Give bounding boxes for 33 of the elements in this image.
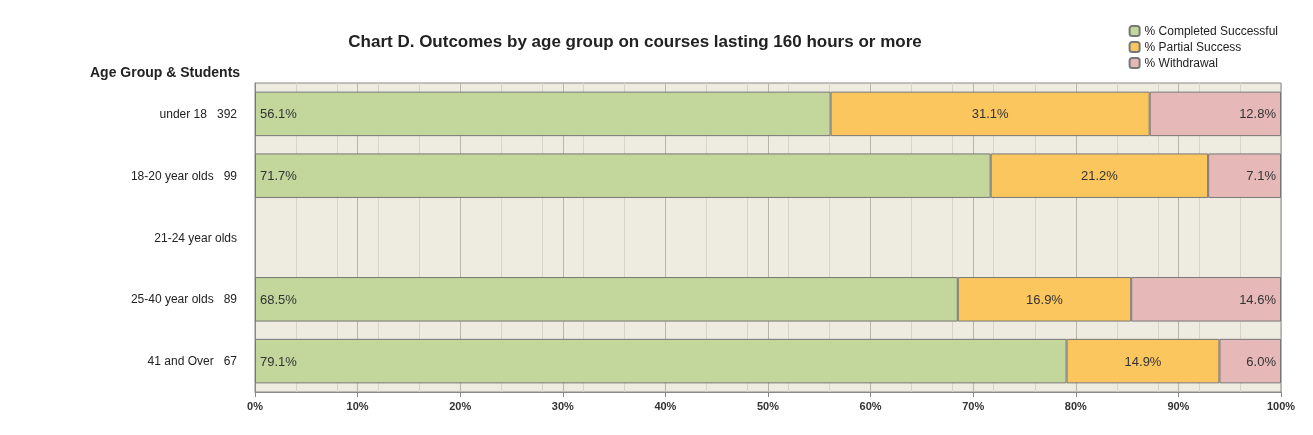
x-tick-label: 50% — [756, 399, 780, 412]
y-tick-label: 25-40 year olds 89 — [130, 292, 238, 307]
data-label: 14.9% — [1124, 353, 1162, 369]
x-tick-label: 80% — [1064, 399, 1088, 412]
data-label: 12.8% — [1239, 106, 1277, 122]
data-label: 21.2% — [1080, 168, 1119, 184]
data-label: 79.1% — [260, 353, 298, 369]
x-tick-label: 0% — [247, 399, 264, 412]
legend-label: % Withdrawal — [1144, 56, 1218, 70]
data-label: 71.7% — [260, 168, 298, 184]
data-label: 14.6% — [1239, 291, 1277, 307]
data-label: 68.5% — [260, 291, 298, 307]
data-label: 31.1% — [971, 106, 1009, 122]
data-label: 56.1% — [260, 106, 298, 122]
x-tick-label: 60% — [859, 399, 882, 412]
data-label: 16.9% — [1026, 291, 1064, 307]
y-tick-label: 21-24 year olds — [154, 230, 237, 245]
y-tick-label: 18-20 year olds 99 — [130, 168, 238, 183]
legend-label: % Completed Successful — [1144, 24, 1279, 38]
x-tick-label: 20% — [449, 399, 472, 412]
x-tick-label: 70% — [962, 399, 985, 412]
chart-title: Chart D. Outcomes by age group on courses lasting 160 hours or more — [348, 32, 922, 51]
y-axis-title: Age Group & Students — [90, 64, 241, 80]
x-tick-label: 90% — [1167, 399, 1190, 412]
data-label: 6.0% — [1246, 353, 1277, 369]
data-label: 7.1% — [1246, 168, 1277, 184]
x-tick-label: 30% — [551, 399, 575, 412]
x-tick-label: 10% — [346, 399, 369, 412]
y-tick-label: 41 and Over 67 — [147, 354, 238, 369]
x-tick-label: 40% — [654, 399, 677, 412]
legend-label: % Partial Success — [1144, 40, 1242, 54]
y-tick-label: under 18 392 — [159, 106, 238, 121]
x-tick-label: 100% — [1266, 399, 1296, 412]
